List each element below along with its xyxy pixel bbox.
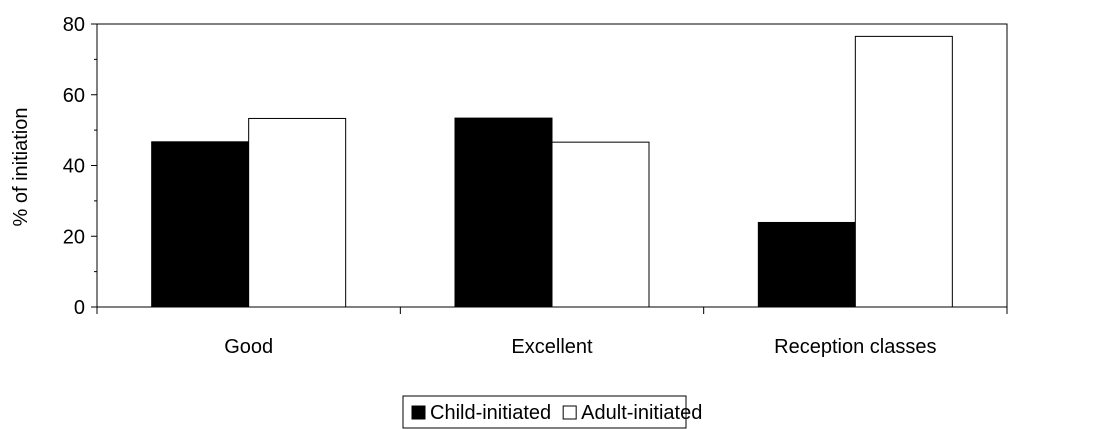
bar	[151, 141, 250, 308]
plot-area: 0 20 40 60 80 Good Excellent Reception classes	[63, 14, 1008, 358]
y-tick-label: 0	[74, 297, 85, 319]
legend-swatch	[411, 405, 426, 420]
legend-box	[402, 395, 687, 429]
legend-label: Adult-initiated	[581, 402, 702, 424]
y-tick-label: 80	[63, 14, 85, 36]
x-tick-label: Reception classes	[774, 336, 936, 358]
bar	[757, 221, 856, 308]
x-tick-label: Excellent	[511, 336, 593, 358]
y-tick-label: 40	[63, 156, 85, 178]
legend: Child-initiated Adult-initiated	[402, 395, 702, 429]
y-tick-label: 60	[63, 85, 85, 107]
bar	[854, 35, 953, 308]
bar	[454, 117, 553, 308]
legend-swatch	[562, 405, 577, 420]
bar	[248, 117, 347, 308]
bar	[551, 141, 650, 308]
y-tick-label: 20	[63, 226, 85, 248]
legend-label: Child-initiated	[430, 402, 551, 424]
x-tick-label: Good	[224, 336, 273, 358]
y-axis-title: % of initiation	[10, 108, 32, 227]
